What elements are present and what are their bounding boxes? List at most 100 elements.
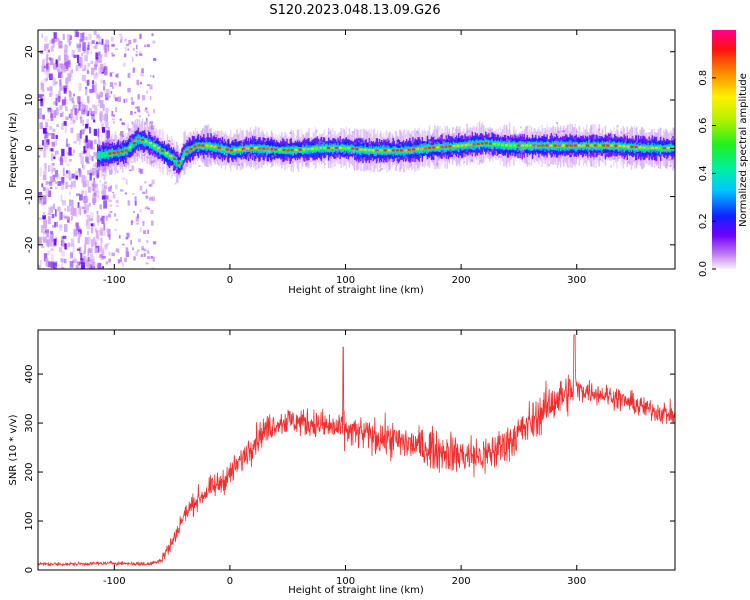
noise-cell bbox=[54, 221, 59, 227]
halo-cell bbox=[222, 145, 225, 148]
noise-cell bbox=[46, 87, 50, 91]
ridge-peak bbox=[294, 148, 298, 151]
halo-cell bbox=[218, 154, 221, 157]
noise-cell bbox=[128, 39, 132, 45]
halo-cell bbox=[553, 155, 556, 158]
noise-cell bbox=[40, 202, 45, 206]
noise-cell bbox=[102, 104, 105, 112]
ridge-cell bbox=[357, 148, 359, 152]
halo-cell bbox=[650, 154, 653, 157]
noise-cell bbox=[79, 39, 82, 46]
ridge-peak bbox=[654, 146, 658, 150]
halo-cell bbox=[639, 142, 642, 145]
halo-cell bbox=[241, 142, 244, 145]
ridge-peak bbox=[501, 143, 505, 146]
noise-cell bbox=[93, 152, 98, 157]
noise-cell bbox=[124, 257, 127, 262]
y-tick-label: 20 bbox=[24, 45, 35, 58]
ridge-cell bbox=[503, 143, 506, 148]
ridge-peak bbox=[148, 142, 152, 145]
halo-cell bbox=[378, 169, 381, 172]
noise-cell bbox=[61, 148, 65, 157]
noise-cell bbox=[134, 111, 137, 114]
noise-cell bbox=[126, 124, 129, 130]
noise-cell bbox=[91, 67, 95, 75]
noise-cell bbox=[40, 121, 43, 130]
noise-cell bbox=[115, 74, 118, 78]
halo-cell bbox=[579, 144, 582, 147]
ridge-cell bbox=[156, 146, 158, 151]
noise-cell bbox=[140, 72, 144, 77]
halo-cell bbox=[160, 141, 163, 144]
halo-cell bbox=[542, 145, 545, 148]
noise-cell bbox=[47, 132, 52, 136]
y-tick-label: 0 bbox=[24, 145, 35, 151]
noise-cell bbox=[53, 238, 57, 246]
noise-cell bbox=[90, 223, 94, 227]
halo-cell bbox=[261, 148, 264, 151]
noise-cell bbox=[96, 264, 98, 269]
ridge-cell bbox=[321, 146, 324, 151]
noise-cell bbox=[150, 256, 154, 259]
noise-cell bbox=[152, 40, 156, 44]
ridge-peak bbox=[464, 144, 468, 147]
ridge-peak bbox=[577, 144, 581, 147]
noise-cell bbox=[76, 109, 79, 114]
noise-cell bbox=[84, 36, 88, 41]
noise-cell bbox=[115, 219, 119, 222]
ridge-cell bbox=[576, 143, 579, 148]
noise-cell bbox=[43, 227, 47, 231]
noise-cell bbox=[59, 267, 64, 269]
halo-cell bbox=[257, 146, 260, 149]
ridge-peak bbox=[468, 143, 472, 146]
noise-cell bbox=[97, 190, 100, 198]
noise-cell bbox=[68, 113, 72, 119]
noise-cell bbox=[42, 212, 45, 217]
halo-cell bbox=[387, 138, 390, 141]
noise-cell bbox=[123, 164, 128, 168]
ridge-cell bbox=[279, 148, 281, 154]
noise-cell bbox=[130, 161, 134, 163]
halo-cell bbox=[531, 148, 534, 151]
halo-cell bbox=[424, 142, 427, 145]
halo-cell bbox=[450, 152, 453, 155]
halo-cell bbox=[318, 147, 321, 150]
halo-cell bbox=[332, 148, 335, 151]
noise-cell bbox=[147, 113, 150, 117]
noise-cell bbox=[64, 173, 69, 179]
noise-cell bbox=[144, 108, 148, 112]
halo-cell bbox=[354, 142, 357, 145]
noise-cell bbox=[61, 71, 63, 79]
ridge-cell bbox=[240, 147, 242, 152]
noise-cell bbox=[81, 107, 84, 111]
halo-cell bbox=[274, 154, 277, 157]
noise-cell bbox=[120, 131, 124, 136]
halo-cell bbox=[377, 152, 380, 155]
noise-cell bbox=[153, 109, 156, 114]
halo-cell bbox=[499, 139, 502, 142]
ridge-cell bbox=[232, 148, 234, 153]
ridge-cell bbox=[171, 155, 174, 160]
halo-cell bbox=[608, 135, 611, 138]
ridge-cell bbox=[544, 143, 546, 148]
ridge-cell bbox=[162, 150, 164, 155]
noise-cell bbox=[40, 98, 44, 107]
ridge-cell bbox=[178, 163, 180, 167]
ridge-cell bbox=[435, 144, 437, 151]
ridge-peak bbox=[618, 144, 622, 148]
ridge-peak bbox=[120, 150, 124, 153]
noise-cell bbox=[40, 81, 44, 86]
noise-cell bbox=[146, 156, 148, 159]
halo-cell bbox=[191, 151, 194, 154]
halo-cell bbox=[242, 139, 245, 142]
ridge-peak bbox=[411, 148, 415, 151]
halo-cell bbox=[107, 141, 110, 144]
ridge-cell bbox=[285, 148, 287, 153]
noise-cell bbox=[73, 259, 78, 264]
halo-cell bbox=[153, 139, 156, 142]
noise-cell bbox=[136, 152, 139, 157]
ridge-cell bbox=[629, 144, 632, 150]
halo-cell bbox=[557, 157, 560, 160]
noise-cell bbox=[58, 64, 62, 68]
